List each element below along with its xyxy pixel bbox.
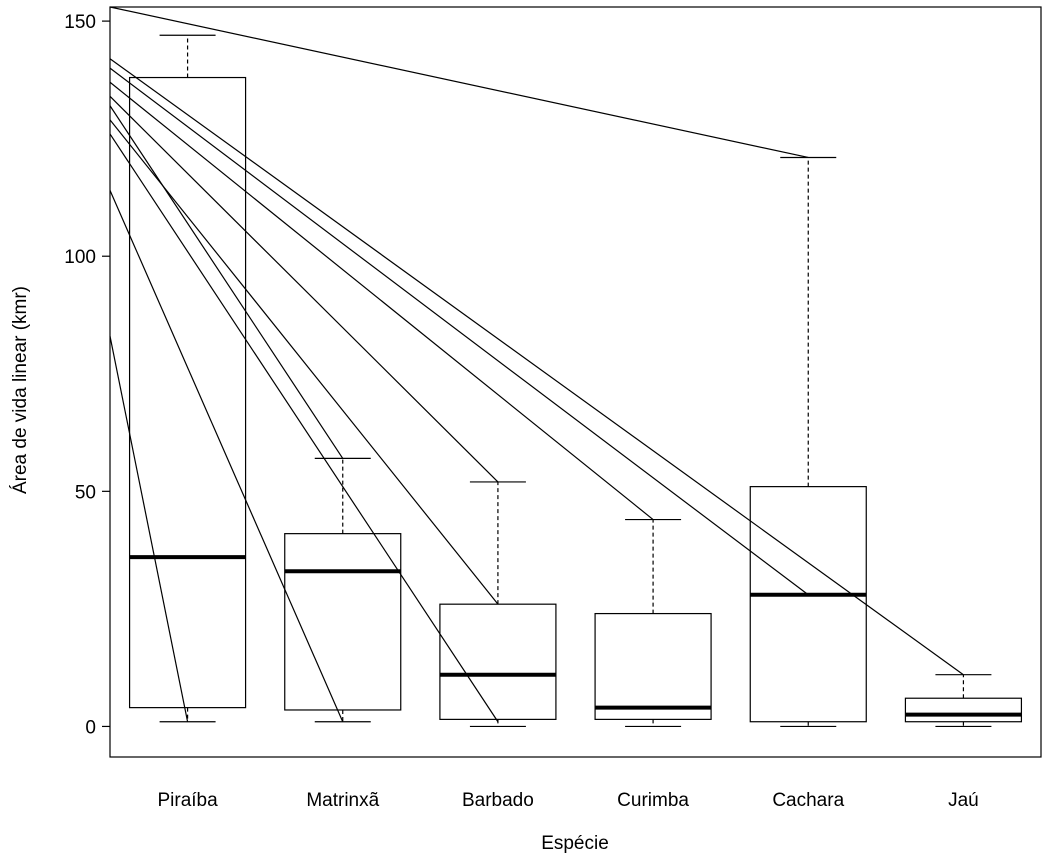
iqr-box: [439, 603, 557, 720]
plot-frame: [109, 6, 1042, 758]
iqr-box: [128, 76, 247, 709]
box-curimba: [594, 518, 712, 728]
iqr-box: [749, 486, 867, 723]
overlay-line: [109, 6, 809, 159]
x-tick-label: Jaú: [948, 790, 979, 811]
y-tick-label: 100: [64, 247, 96, 268]
overlay-line: [109, 336, 189, 722]
y-tick-label: 150: [64, 12, 96, 33]
overlay-lines: [109, 6, 964, 723]
y-tick-label: 0: [85, 717, 96, 738]
overlay-line: [109, 119, 499, 605]
iqr-box: [594, 612, 712, 720]
box-piraíba: [128, 34, 247, 723]
box-matrinxã: [284, 457, 402, 723]
box-jaú: [904, 674, 1023, 728]
box-cachara: [749, 156, 867, 728]
overlay-line: [109, 133, 499, 723]
iqr-box: [284, 533, 402, 711]
x-axis-title: Espécie: [541, 833, 609, 854]
x-axis: Piraíba Matrinxã Barbado Curimba Cachara Jaú: [157, 790, 978, 811]
overlay-line: [109, 67, 809, 596]
overlay-line: [109, 95, 499, 483]
overlay-line: [109, 81, 654, 521]
box-barbado: [439, 481, 557, 728]
boxes: [128, 34, 1023, 728]
overlay-line: [109, 105, 344, 459]
overlay-line: [109, 190, 344, 722]
y-tick-label: 50: [75, 482, 96, 503]
y-axis-title: Área de vida linear (kmr): [10, 286, 31, 494]
overlay-line: [109, 58, 964, 676]
x-tick-label: Curimba: [617, 790, 689, 811]
plot-border: [109, 6, 1042, 758]
x-tick-label: Cachara: [772, 790, 844, 811]
x-tick-label: Piraíba: [157, 790, 218, 811]
x-tick-label: Barbado: [462, 790, 534, 811]
y-axis: 0 50 100 150: [64, 12, 110, 738]
iqr-box: [904, 697, 1023, 723]
x-tick-label: Matrinxã: [306, 790, 379, 811]
